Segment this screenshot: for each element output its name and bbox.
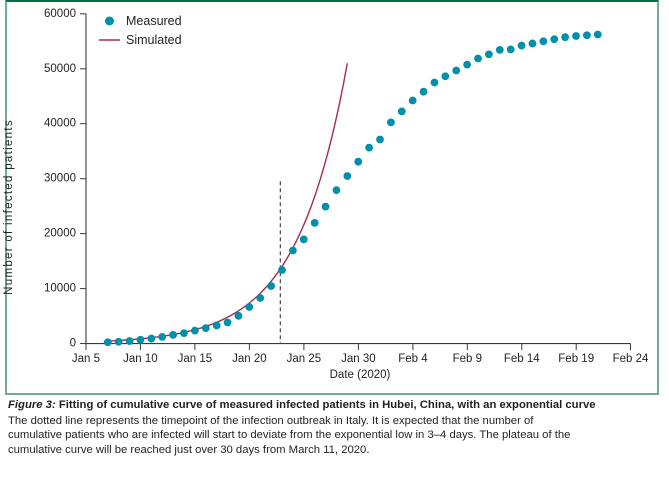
svg-text:Simulated: Simulated: [126, 33, 182, 47]
svg-text:Feb 24: Feb 24: [613, 353, 649, 365]
svg-text:Jan 30: Jan 30: [341, 353, 376, 365]
svg-text:0: 0: [70, 338, 76, 350]
svg-text:Jan 20: Jan 20: [232, 353, 267, 365]
svg-text:40000: 40000: [44, 118, 76, 130]
svg-text:Jan 15: Jan 15: [178, 353, 213, 365]
svg-text:30000: 30000: [44, 173, 76, 185]
svg-text:10000: 10000: [44, 283, 76, 295]
svg-text:50000: 50000: [44, 63, 76, 75]
svg-text:Jan 5: Jan 5: [72, 353, 100, 365]
svg-text:Feb 4: Feb 4: [398, 353, 428, 365]
svg-text:Feb 19: Feb 19: [558, 353, 594, 365]
svg-text:Feb 14: Feb 14: [504, 353, 540, 365]
svg-text:Jan 10: Jan 10: [123, 353, 158, 365]
svg-text:60000: 60000: [44, 8, 76, 20]
svg-text:Date (2020): Date (2020): [330, 369, 391, 381]
svg-text:Jan 25: Jan 25: [287, 353, 322, 365]
svg-text:20000: 20000: [44, 228, 76, 240]
svg-text:Measured: Measured: [126, 14, 182, 28]
svg-text:Feb 9: Feb 9: [453, 353, 482, 365]
svg-text:Number of infected patients: Number of infected patients: [3, 119, 15, 295]
